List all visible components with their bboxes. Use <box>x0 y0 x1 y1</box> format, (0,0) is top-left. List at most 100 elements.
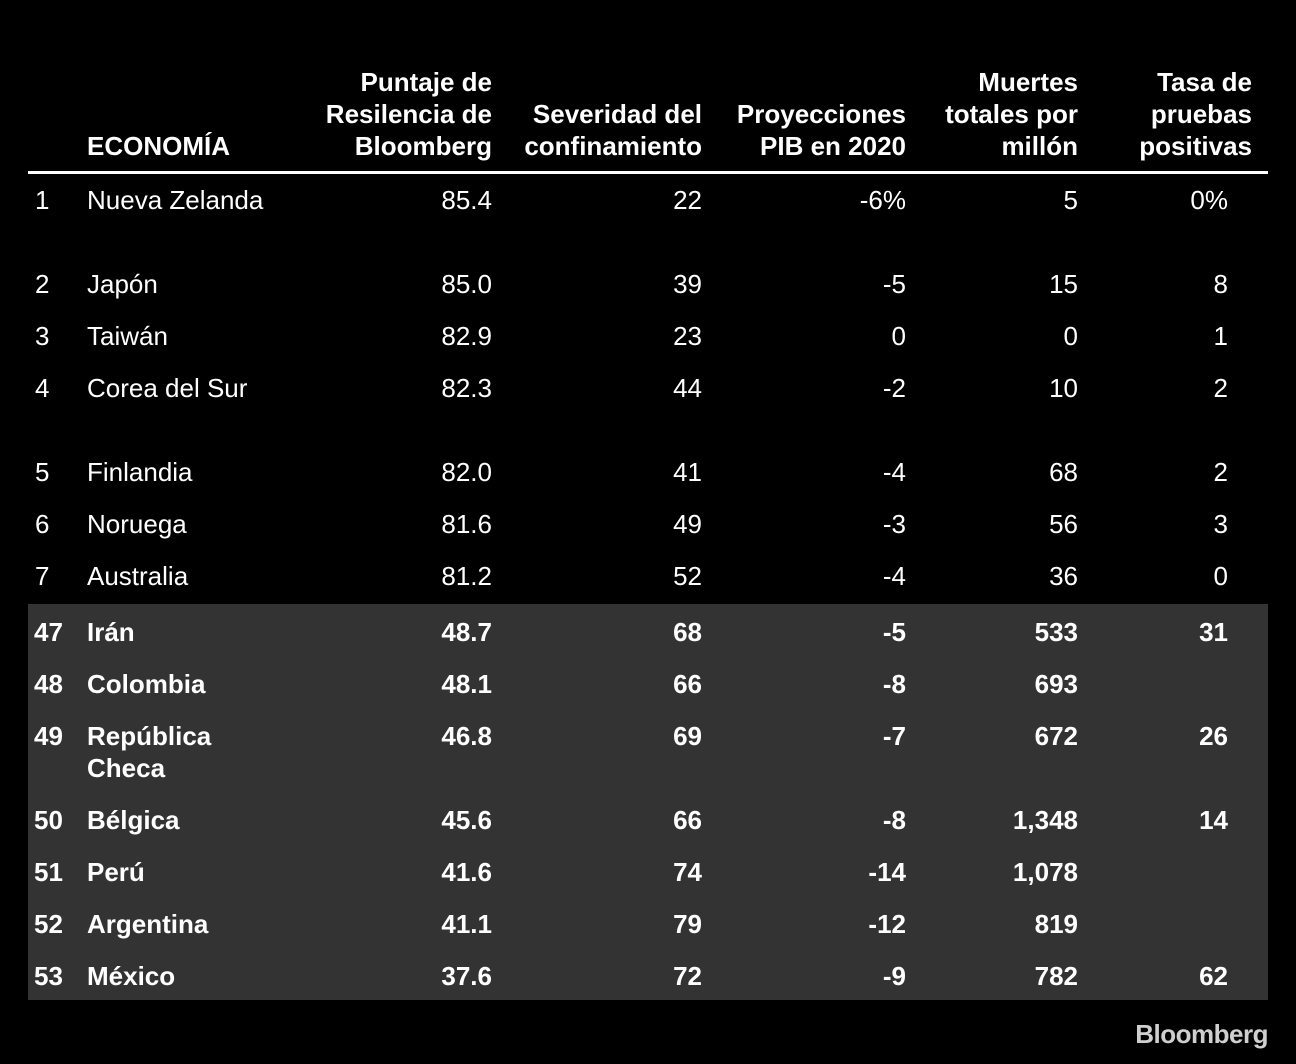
positive-rate-value: 2 <box>1213 457 1228 487</box>
positive-rate-value: 62 <box>1199 961 1228 991</box>
deaths-cell: 1,078 <box>1012 857 1078 887</box>
deaths-cell: 693 <box>1034 669 1078 699</box>
economy-cell: Taiwán <box>87 321 168 351</box>
table-row: 53 México 37.6 72 -9 782 62 <box>28 960 1268 1012</box>
positive-rate-cell <box>1088 908 1252 940</box>
gdp-cell: -9 <box>882 961 906 991</box>
positive-rate-cell: 62 <box>1088 960 1252 992</box>
severity-cell: 68 <box>673 617 702 647</box>
economy-cell: México <box>87 961 176 991</box>
positive-rate-cell <box>1088 856 1252 888</box>
rank-cell: 2 <box>35 269 50 299</box>
positive-rate-cell: 2 <box>1088 372 1252 404</box>
gdp-cell: -4 <box>882 457 906 487</box>
positive-rate-cell: 8 <box>1088 268 1252 300</box>
table-row: 3 Taiwán 82.9 23 0 0 1 <box>28 320 1268 372</box>
gdp-cell: -2 <box>882 373 906 403</box>
score-cell: 81.2 <box>441 561 492 591</box>
deaths-cell: 0 <box>1063 321 1078 351</box>
score-cell: 81.6 <box>441 509 492 539</box>
economy-cell: Japón <box>87 269 158 299</box>
score-cell: 82.3 <box>441 373 492 403</box>
severity-cell: 39 <box>673 269 702 299</box>
deaths-cell: 1,348 <box>1012 805 1078 835</box>
deaths-cell: 5 <box>1063 185 1078 215</box>
score-cell: 41.1 <box>441 909 492 939</box>
table-row: 6 Noruega 81.6 49 -3 56 3 <box>28 508 1268 560</box>
positive-rate-cell: 14 <box>1088 804 1252 836</box>
header-deaths-per-million: Muertes totales por millón <box>945 67 1078 161</box>
header-gdp-projection: Proyecciones PIB en 2020 <box>736 99 906 161</box>
severity-cell: 74 <box>673 857 702 887</box>
rank-cell: 3 <box>35 321 50 351</box>
score-cell: 48.1 <box>441 669 492 699</box>
table-row: 1 Nueva Zelanda 85.4 22 -6% 5 0% <box>28 184 1268 268</box>
positive-rate-value: 2 <box>1213 373 1228 403</box>
score-cell: 46.8 <box>441 721 492 751</box>
positive-rate-cell: 1 <box>1088 320 1252 352</box>
rank-cell: 4 <box>35 373 50 403</box>
severity-cell: 41 <box>673 457 702 487</box>
economy-cell: Colombia <box>87 669 206 699</box>
table-row: 47 Irán 48.7 68 -5 533 31 <box>28 616 1268 668</box>
rank-cell: 53 <box>34 961 63 991</box>
economy-cell: Irán <box>87 617 135 647</box>
gdp-cell: -14 <box>868 857 906 887</box>
gdp-cell: -5 <box>882 269 906 299</box>
gdp-cell: -3 <box>882 509 906 539</box>
positive-rate-value: 3 <box>1213 509 1228 539</box>
positive-rate-value: 1 <box>1213 321 1228 351</box>
deaths-cell: 56 <box>1049 509 1078 539</box>
gdp-cell: -12 <box>868 909 906 939</box>
gdp-cell: -5 <box>882 617 906 647</box>
severity-cell: 69 <box>673 721 702 751</box>
positive-rate-cell: 26 <box>1088 720 1252 752</box>
severity-cell: 49 <box>673 509 702 539</box>
economy-cell: Australia <box>87 561 189 591</box>
positive-rate-cell: 3 <box>1088 508 1252 540</box>
deaths-cell: 15 <box>1049 269 1078 299</box>
gdp-cell: -7 <box>882 721 906 751</box>
score-cell: 82.9 <box>441 321 492 351</box>
economy-cell: Nueva Zelanda <box>87 185 264 215</box>
deaths-cell: 782 <box>1034 961 1078 991</box>
table-row: 51 Perú 41.6 74 -14 1,078 <box>28 856 1268 908</box>
positive-rate-cell: 2 <box>1088 456 1252 488</box>
rank-cell: 51 <box>34 857 63 887</box>
economy-cell: Argentina <box>87 909 209 939</box>
positive-rate-value: 31 <box>1199 617 1228 647</box>
table-row: 7 Australia 81.2 52 -4 36 0 <box>28 560 1268 612</box>
table-row: 48 Colombia 48.1 66 -8 693 <box>28 668 1268 720</box>
economy-cell: Perú <box>87 857 145 887</box>
header-positive-rate: Tasa de pruebas positivas <box>1139 67 1252 161</box>
economy-cell: Bélgica <box>87 805 180 835</box>
score-cell: 82.0 <box>441 457 492 487</box>
gdp-cell: -8 <box>882 805 906 835</box>
score-cell: 37.6 <box>441 961 492 991</box>
rank-cell: 5 <box>35 457 50 487</box>
table-row: 52 Argentina 41.1 79 -12 819 <box>28 908 1268 960</box>
positive-rate-value: 0% <box>1190 185 1228 215</box>
positive-rate-cell: 0% <box>1088 184 1252 216</box>
gdp-cell: -4 <box>882 561 906 591</box>
header-rule <box>28 171 1268 174</box>
severity-cell: 22 <box>673 185 702 215</box>
deaths-cell: 36 <box>1049 561 1078 591</box>
rank-cell: 48 <box>34 669 63 699</box>
gdp-cell: -8 <box>882 669 906 699</box>
deaths-cell: 819 <box>1034 909 1078 939</box>
rank-cell: 6 <box>35 509 50 539</box>
score-cell: 85.4 <box>441 185 492 215</box>
severity-cell: 44 <box>673 373 702 403</box>
score-cell: 48.7 <box>441 617 492 647</box>
score-cell: 85.0 <box>441 269 492 299</box>
rank-cell: 52 <box>34 909 63 939</box>
rank-cell: 50 <box>34 805 63 835</box>
positive-rate-value: 0 <box>1213 561 1228 591</box>
header-economy: ECONOMÍA <box>87 131 230 161</box>
table-row: 5 Finlandia 82.0 41 -4 68 2 <box>28 456 1268 508</box>
economy-cell: Finlandia <box>87 457 193 487</box>
economy-cell: República Checa <box>87 721 212 783</box>
positive-rate-cell <box>1088 668 1252 700</box>
severity-cell: 72 <box>673 961 702 991</box>
